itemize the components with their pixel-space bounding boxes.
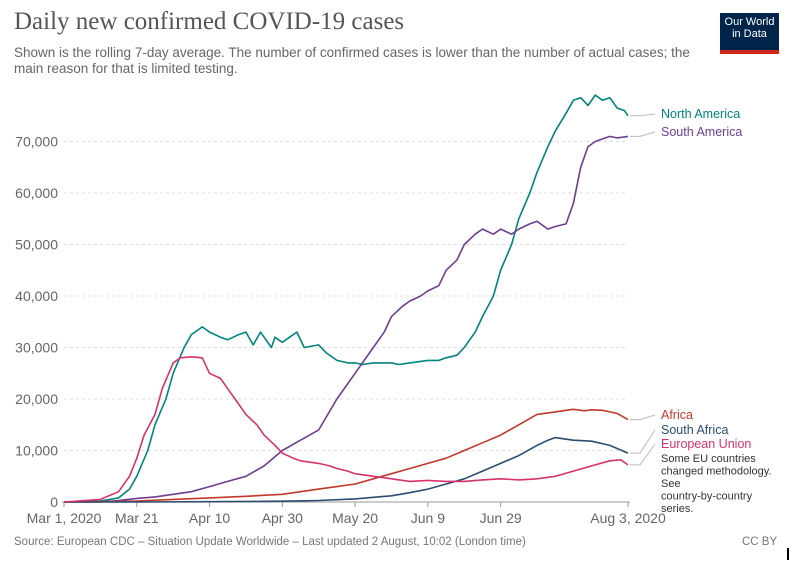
series-line-africa[interactable]	[63, 408, 629, 503]
series-lines	[63, 94, 629, 503]
note-line: country-by-country	[661, 491, 753, 503]
note-line: series.	[661, 503, 693, 515]
owid-logo[interactable]: Our World in Data	[720, 13, 779, 54]
footer-license[interactable]: CC BY	[742, 536, 778, 548]
note-line: Some EU countries	[661, 453, 756, 465]
y-tick-label: 30,000	[15, 340, 58, 356]
y-tick-label: 50,000	[15, 237, 58, 253]
series-line-european-union[interactable]	[63, 355, 629, 503]
x-tick-label: Aug 3, 2020	[590, 510, 666, 526]
x-tick-label: May 20	[332, 510, 378, 526]
grid-lines	[64, 141, 628, 451]
footer-source: Source: European CDC – Situation Update …	[14, 536, 526, 548]
text-cursor	[787, 548, 789, 560]
series-line-south-america[interactable]	[64, 135, 629, 503]
x-tick-label: Mar 1, 2020	[27, 510, 102, 526]
series-line-south-africa[interactable]	[64, 436, 629, 503]
series-label-south-africa[interactable]: South Africa	[661, 423, 728, 437]
label-connector	[630, 131, 656, 137]
series-label-north-america[interactable]: North America	[661, 107, 740, 121]
series-line-north-america[interactable]	[63, 94, 629, 503]
x-tick-label: Mar 21	[115, 510, 159, 526]
x-axis-ticks: Mar 1, 2020 Mar 21 Apr 10 Apr 30 May 20 Jun 9…	[27, 502, 666, 526]
y-tick-label: 60,000	[15, 185, 58, 201]
logo-line1: Our World	[724, 16, 775, 28]
label-connector	[630, 429, 656, 454]
x-tick-label: Jun 29	[480, 510, 522, 526]
series-label-european-union[interactable]: European Union	[661, 437, 751, 451]
chart-title: Daily new confirmed COVID-19 cases	[14, 8, 405, 35]
y-tick-label: 10,000	[15, 443, 58, 459]
x-tick-label: Jun 9	[411, 510, 445, 526]
logo-line2: in Data	[732, 28, 767, 40]
label-connector	[630, 113, 656, 117]
label-connector	[630, 414, 656, 421]
series-label-africa[interactable]: Africa	[661, 408, 693, 422]
y-tick-label: 40,000	[15, 288, 58, 304]
note-line: See	[661, 478, 681, 490]
x-tick-label: Apr 30	[262, 510, 303, 526]
y-tick-label: 0	[50, 494, 58, 510]
note-line: changed methodology.	[661, 466, 772, 478]
series-label-south-america[interactable]: South America	[661, 125, 742, 139]
label-connector	[630, 443, 656, 466]
chart-subtitle: Shown is the rolling 7-day average. The …	[14, 45, 690, 76]
y-tick-label: 20,000	[15, 391, 58, 407]
x-tick-label: Apr 10	[189, 510, 230, 526]
y-axis-ticks: 0 10,000 20,000 30,000 40,000 50,000 60,000 70,…	[15, 134, 58, 511]
y-tick-label: 70,000	[15, 134, 58, 150]
